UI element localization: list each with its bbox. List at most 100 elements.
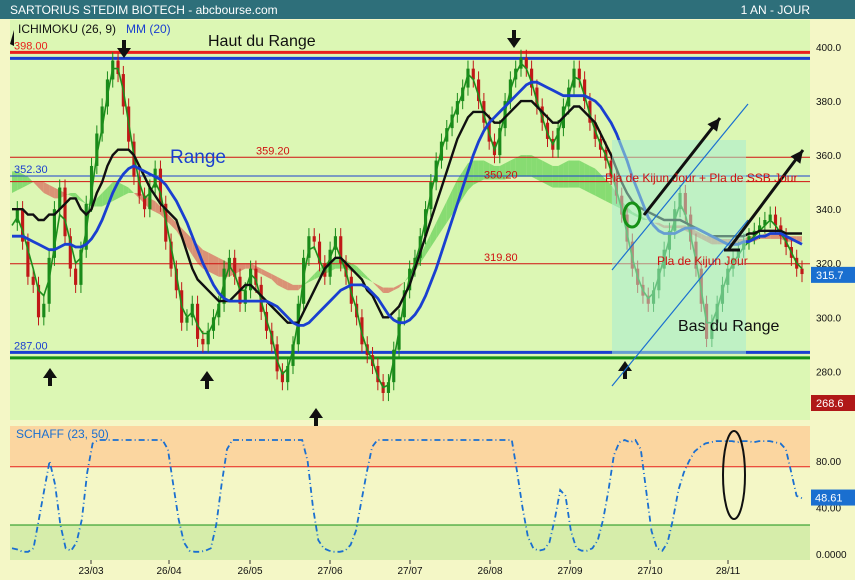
cloud-segment <box>361 271 368 280</box>
candle-body <box>201 338 205 345</box>
cloud-segment <box>271 274 278 285</box>
candle-body <box>763 220 767 226</box>
cloud-segment <box>277 276 283 288</box>
cloud-segment <box>430 222 437 248</box>
schaff-highlight-ellipse <box>722 430 746 520</box>
cloud-segment <box>436 211 442 239</box>
annotation-bottom-range: Bas du Range <box>678 318 780 335</box>
candle-body <box>206 330 210 345</box>
cloud-segment <box>393 284 400 291</box>
candle-body <box>58 187 62 210</box>
schaff-high-zone <box>10 426 810 467</box>
schaff-last-badge <box>811 489 855 506</box>
cloud-segment <box>70 192 76 199</box>
candle-body <box>74 268 78 285</box>
cloud-segment <box>372 282 378 288</box>
cloud-segment <box>515 155 521 177</box>
cloud-segment <box>489 163 495 180</box>
candle-body <box>254 268 258 285</box>
candle-body <box>291 344 295 366</box>
arrow-down-stem <box>122 40 126 49</box>
arrow-up-icon <box>200 371 214 381</box>
legend-ichimoku: ICHIMOKU (26, 9) <box>18 22 116 36</box>
cloud-segment <box>499 163 506 180</box>
cloud-segment <box>505 160 511 180</box>
cloud-segment <box>43 182 50 196</box>
candle-body <box>169 241 173 269</box>
schaff-last-label: 48.61 <box>815 493 843 505</box>
cloud-segment <box>80 198 87 204</box>
candle-body <box>317 241 322 264</box>
date-tick-label: 28/11 <box>716 566 741 577</box>
candle-body <box>471 68 475 80</box>
highlight-circle <box>622 201 642 229</box>
candle-body <box>758 225 762 231</box>
cloud-segment <box>568 160 575 188</box>
price-tick-label: 380.0 <box>816 97 841 108</box>
candle-body <box>280 371 284 383</box>
candle-body <box>89 165 94 204</box>
schaff-tick-label: 40.00 <box>816 504 841 515</box>
candle-body <box>476 79 481 102</box>
schaff-tick-label: 0.0000 <box>816 550 847 561</box>
candle-body <box>530 68 534 88</box>
price-tick-label: 300.0 <box>816 313 841 324</box>
arrow-up-stem <box>48 377 52 386</box>
date-tick-label: 27/07 <box>397 566 422 577</box>
cloud-segment <box>65 192 71 196</box>
arrow-up-stem <box>623 370 627 379</box>
level-label: 352.30 <box>14 164 48 176</box>
cloud-segment <box>155 201 161 215</box>
date-axis: 23/03 26/04 26/05 27/06 27/07 26/08 27/09 27/10… <box>78 560 741 577</box>
cloud-segment <box>483 160 490 180</box>
trend-arrow-1-head <box>707 118 720 132</box>
price-tick-label: 400.0 <box>816 43 841 54</box>
cloud-segment <box>383 287 389 293</box>
cloud-segment <box>33 182 39 188</box>
candle-body <box>773 214 778 226</box>
schaff-tick-label: 80.00 <box>816 457 841 468</box>
candle-body <box>249 268 253 291</box>
arrow-up-icon <box>309 408 323 418</box>
price-tick-label: 360.0 <box>816 151 841 162</box>
level-label: 398.00 <box>14 40 48 52</box>
cloud-segment <box>118 182 124 199</box>
cloud-segment <box>171 217 177 231</box>
candle-body <box>286 365 290 383</box>
corner-arrow-icon <box>10 30 14 46</box>
trend-arrow-1 <box>642 117 722 216</box>
candle-body <box>142 195 147 210</box>
cloud-segment <box>49 184 55 199</box>
cloud-segment <box>542 160 548 185</box>
cloud-segment <box>478 160 484 183</box>
cloud-segment <box>600 174 606 202</box>
candle-body <box>158 168 163 204</box>
cloud-segment <box>298 284 304 291</box>
cloud-segment <box>536 157 543 183</box>
channel-top-line <box>611 103 749 271</box>
cloud-segment <box>75 192 81 202</box>
cloud-segment <box>213 255 219 277</box>
last-price-label: 315.7 <box>816 270 844 282</box>
trend-arrow-2-head <box>790 150 803 164</box>
cloud-segment <box>520 155 527 177</box>
cloud-segment <box>574 160 580 188</box>
low-price-badge <box>811 395 855 411</box>
candle-body <box>227 257 231 269</box>
cloud-segment <box>239 263 246 272</box>
candle-body <box>583 79 587 102</box>
candle-body <box>768 214 772 220</box>
candle-body <box>52 209 56 258</box>
arrow-up-icon <box>618 361 632 371</box>
chart-title: SARTORIUS STEDIM BIOTECH - abcbourse.com <box>10 3 278 17</box>
cloud-segment <box>589 165 596 196</box>
cloud-segment <box>420 244 426 264</box>
candle-body <box>195 303 200 339</box>
candle-body <box>36 284 41 318</box>
annotation-top-range: Haut du Range <box>208 33 316 50</box>
annotation-kijun: Pla de Kijun Jour <box>657 254 748 268</box>
candle-body <box>545 122 550 139</box>
level-label: 350.20 <box>484 170 518 182</box>
candle-body <box>68 236 72 269</box>
